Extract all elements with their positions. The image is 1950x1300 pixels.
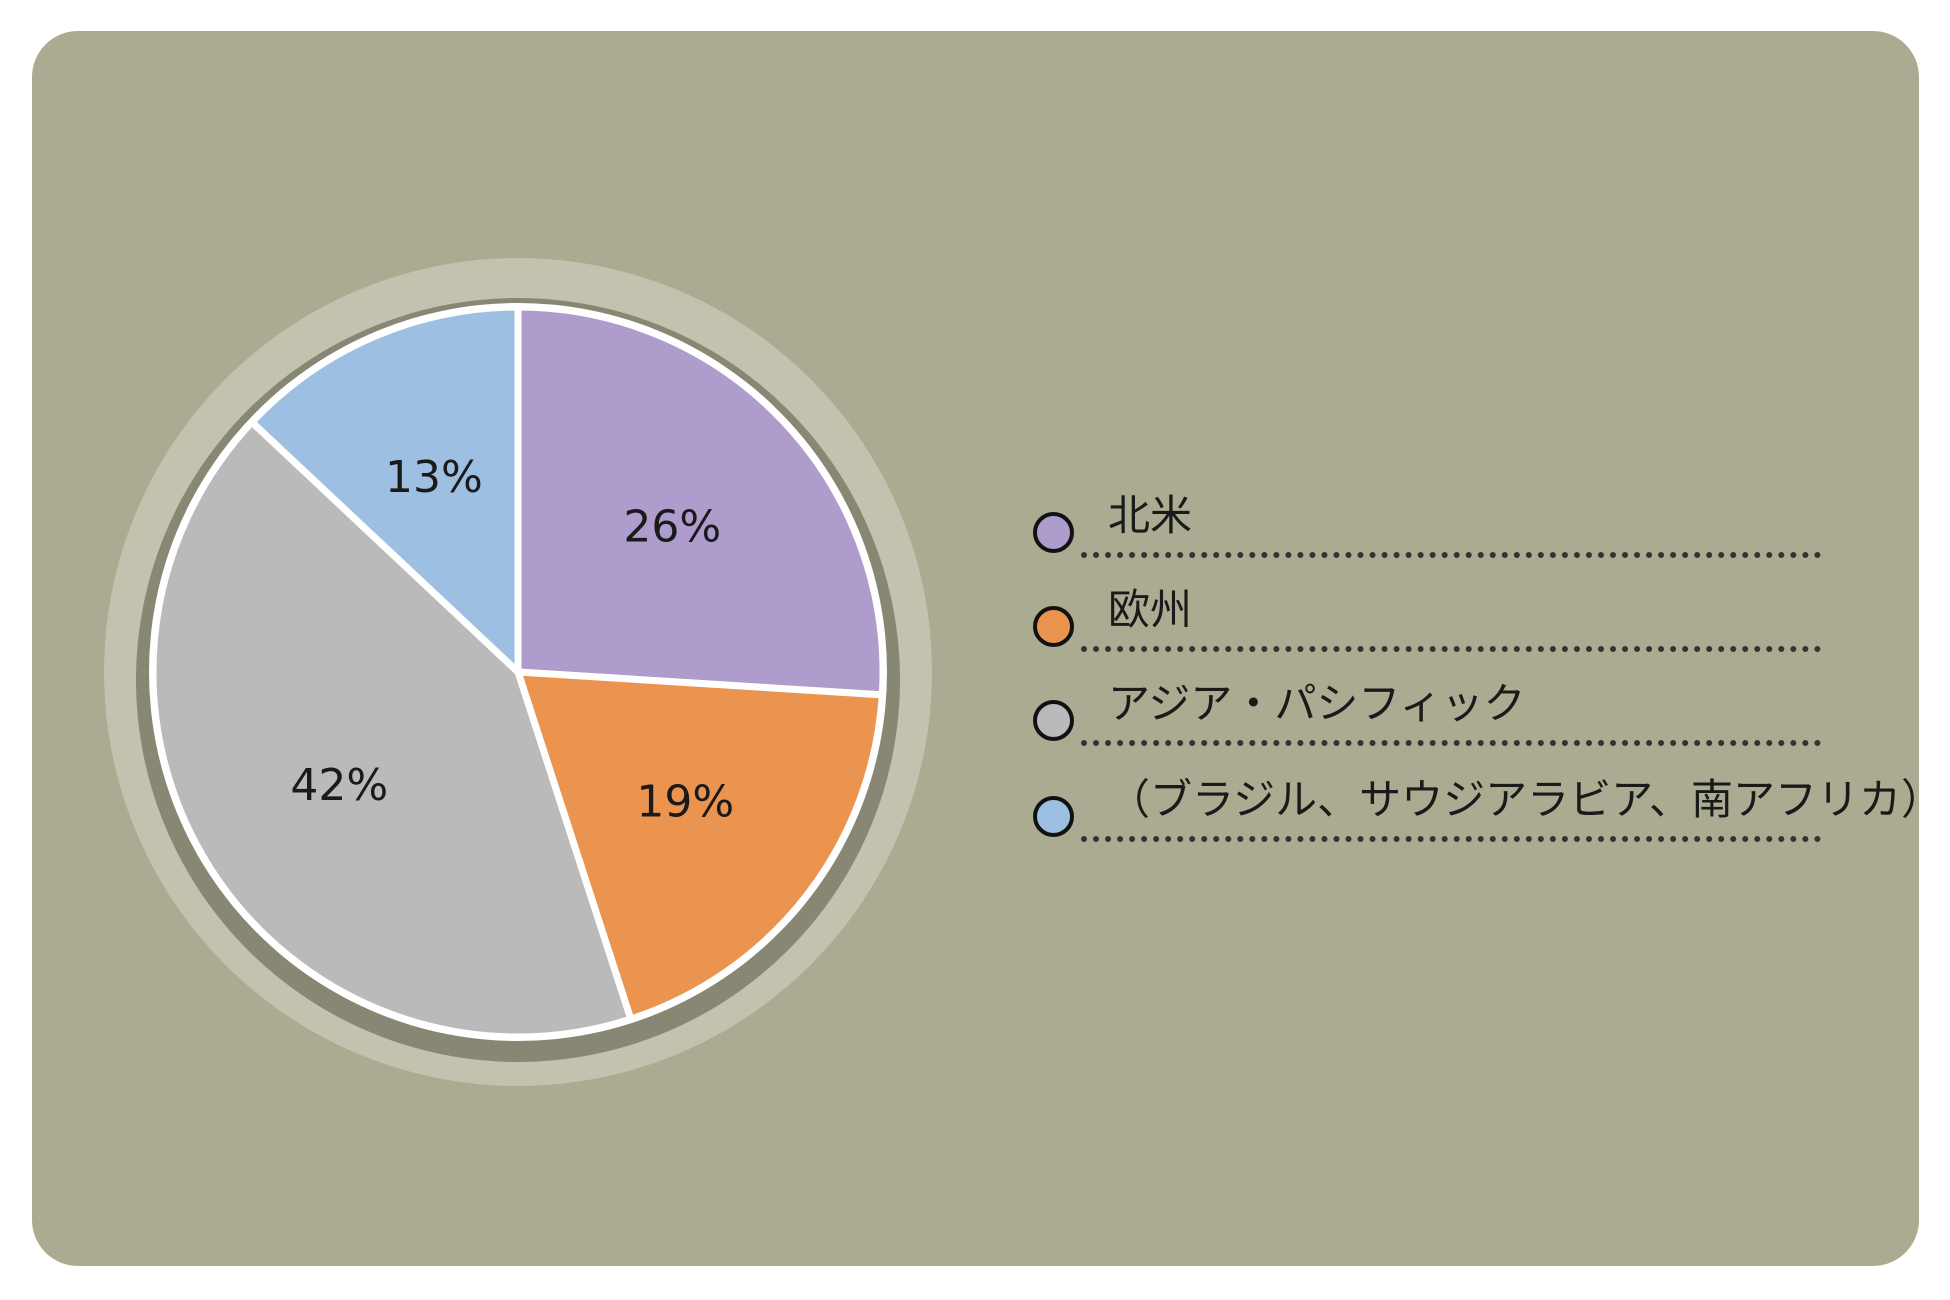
- legend-dotted-line: [1081, 646, 1821, 652]
- slice-value-label-europe: 19%: [636, 776, 734, 827]
- legend-label-other: （ブラジル、サウジアラビア、南アフリカ）: [1108, 775, 1943, 824]
- slice-value-label-north-america: 26%: [623, 502, 721, 553]
- legend-dotted-line: [1081, 740, 1821, 746]
- pie-slice-asia-pacific: [149, 418, 635, 1041]
- legend-swatch-asia-pacific: [1033, 700, 1074, 741]
- pie-value-labels: 26% 19% 42% 13%: [290, 452, 734, 827]
- slice-value-label-other: 13%: [385, 452, 483, 503]
- legend-dotted-line: [1081, 552, 1821, 558]
- legend-label-asia-pacific: アジア・パシフィック: [1108, 679, 1526, 728]
- pie-slice-other: [248, 303, 522, 676]
- legend-swatch-other: [1033, 796, 1074, 837]
- legend-label-north-america: 北米: [1108, 491, 1193, 540]
- pie-slices: [149, 303, 887, 1041]
- slice-value-label-asia-pacific: 42%: [290, 760, 388, 811]
- pie-slice-north-america: [514, 303, 887, 699]
- legend-label-europe: 欧州: [1108, 585, 1193, 634]
- legend-dotted-line: [1081, 836, 1821, 842]
- legend-swatch-north-america: [1033, 512, 1074, 553]
- legend-item-asia-pacific: アジア・パシフィック: [1033, 678, 1833, 770]
- legend-item-other: （ブラジル、サウジアラビア、南アフリカ）: [1033, 774, 1943, 866]
- legend-item-europe: 欧州: [1033, 584, 1833, 676]
- pie-slice-europe: [514, 668, 886, 1023]
- legend-item-north-america: 北米: [1033, 490, 1833, 582]
- legend-swatch-europe: [1033, 606, 1074, 647]
